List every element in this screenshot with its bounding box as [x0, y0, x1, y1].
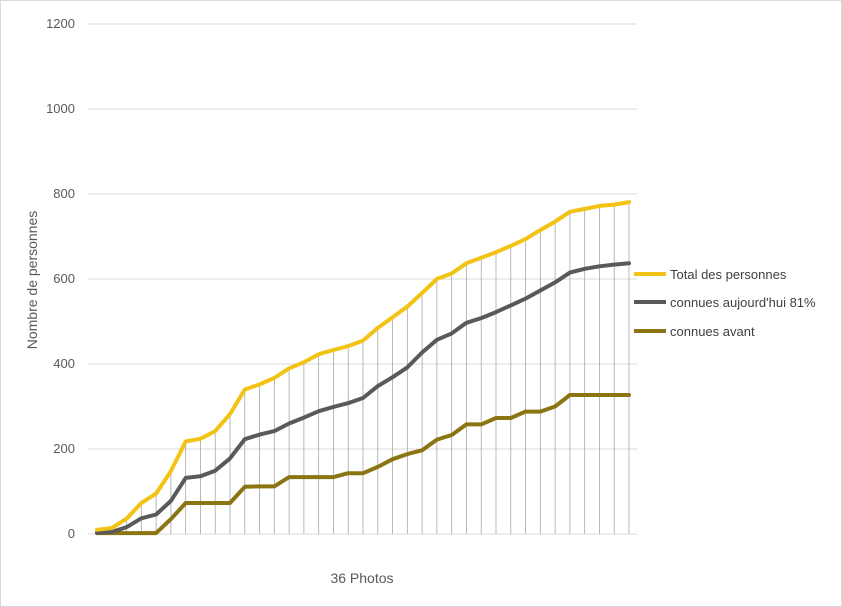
legend-label: connues avant: [670, 324, 755, 339]
series-line-connues-aujourd-hui-81-: [95, 261, 631, 535]
y-axis-title: Nombre de personnes: [24, 211, 40, 350]
series-line-connues-avant: [95, 393, 631, 536]
legend-label: connues aujourd'hui 81%: [670, 295, 816, 310]
series-line-total-des-personnes: [95, 200, 631, 532]
gridlines: [88, 23, 637, 535]
y-tick-label: 400: [53, 356, 75, 371]
series-lines: [95, 200, 631, 536]
y-tick-label: 200: [53, 441, 75, 456]
y-tick-label: 0: [68, 526, 75, 541]
y-tick-label: 600: [53, 271, 75, 286]
x-axis-title: 36 Photos: [330, 570, 393, 586]
y-tick-label: 1200: [46, 16, 75, 31]
legend-label: Total des personnes: [670, 267, 787, 282]
y-tick-labels: 0 200 400 600 800 1000 1200: [46, 16, 75, 541]
y-tick-label: 800: [53, 186, 75, 201]
drop-lines: [96, 202, 630, 534]
y-tick-label: 1000: [46, 101, 75, 116]
legend: Total des personnes connues aujourd'hui 8…: [634, 267, 816, 339]
